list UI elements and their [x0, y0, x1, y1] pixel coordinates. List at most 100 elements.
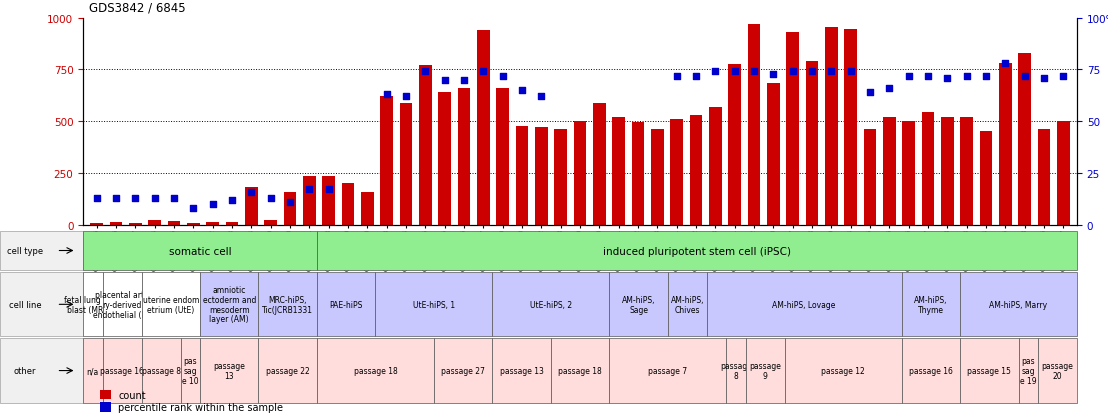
Text: passage
8: passage 8: [720, 361, 752, 380]
FancyBboxPatch shape: [317, 273, 376, 337]
FancyBboxPatch shape: [103, 339, 142, 403]
Point: [533, 94, 551, 100]
Text: amniotic
ectoderm and
mesoderm
layer (AM): amniotic ectoderm and mesoderm layer (AM…: [203, 285, 256, 324]
Point: [938, 75, 956, 82]
Bar: [864, 130, 876, 225]
FancyBboxPatch shape: [258, 339, 317, 403]
Text: PAE-hiPS: PAE-hiPS: [329, 300, 363, 309]
Bar: [554, 130, 567, 225]
Point: [765, 71, 782, 78]
Bar: [787, 33, 799, 225]
Text: UtE-hiPS, 1: UtE-hiPS, 1: [413, 300, 455, 309]
Text: cell type: cell type: [7, 247, 43, 255]
Text: somatic cell: somatic cell: [168, 246, 232, 256]
Point: [803, 69, 821, 76]
Bar: [167, 221, 181, 225]
FancyBboxPatch shape: [902, 339, 960, 403]
Point: [378, 92, 396, 98]
Bar: [245, 188, 257, 225]
Bar: [129, 223, 142, 225]
FancyBboxPatch shape: [83, 273, 103, 337]
FancyBboxPatch shape: [376, 273, 492, 337]
Point: [204, 201, 222, 208]
Bar: [825, 28, 838, 225]
Text: passage 18: passage 18: [353, 366, 398, 375]
Point: [281, 199, 299, 206]
FancyBboxPatch shape: [434, 339, 492, 403]
Bar: [883, 118, 895, 225]
FancyBboxPatch shape: [83, 231, 317, 271]
Text: passage 13: passage 13: [500, 366, 544, 375]
Point: [320, 187, 338, 193]
Bar: [110, 222, 122, 225]
Point: [513, 88, 531, 94]
Point: [822, 69, 840, 76]
Bar: [226, 223, 238, 225]
Text: passage 15: passage 15: [967, 366, 1012, 375]
Bar: [748, 25, 760, 225]
Text: pas
sag
e 10: pas sag e 10: [182, 356, 198, 385]
FancyBboxPatch shape: [258, 273, 317, 337]
Point: [223, 197, 240, 204]
Bar: [690, 116, 702, 225]
Bar: [341, 184, 355, 225]
Bar: [613, 118, 625, 225]
Bar: [148, 221, 161, 225]
Bar: [380, 97, 393, 225]
Bar: [439, 93, 451, 225]
Text: passage 7: passage 7: [648, 366, 687, 375]
Point: [746, 69, 763, 76]
Bar: [458, 89, 470, 225]
Text: passage 22: passage 22: [266, 366, 309, 375]
FancyBboxPatch shape: [609, 273, 668, 337]
Text: n/a: n/a: [86, 366, 99, 375]
Point: [900, 73, 917, 80]
Bar: [1038, 130, 1050, 225]
Text: cell line: cell line: [9, 300, 41, 309]
Point: [1016, 73, 1034, 80]
Text: passage 16: passage 16: [100, 366, 144, 375]
Point: [687, 73, 705, 80]
Bar: [361, 192, 373, 225]
Bar: [806, 62, 819, 225]
FancyBboxPatch shape: [746, 339, 784, 403]
Text: AM-hiPS, Marry: AM-hiPS, Marry: [989, 300, 1047, 309]
FancyBboxPatch shape: [492, 273, 609, 337]
Bar: [728, 65, 741, 225]
Text: passage
13: passage 13: [214, 361, 245, 380]
Bar: [100, 402, 111, 412]
Bar: [515, 127, 529, 225]
Text: passage 27: passage 27: [441, 366, 485, 375]
FancyBboxPatch shape: [707, 273, 902, 337]
FancyBboxPatch shape: [668, 273, 707, 337]
Point: [996, 61, 1014, 67]
Point: [243, 189, 260, 195]
Text: passage 12: passage 12: [821, 366, 865, 375]
Text: AM-hiPS,
Chives: AM-hiPS, Chives: [670, 295, 704, 314]
Bar: [767, 83, 780, 225]
Bar: [284, 192, 296, 225]
Text: passage
9: passage 9: [749, 361, 781, 380]
Text: percentile rank within the sample: percentile rank within the sample: [117, 402, 283, 412]
Point: [165, 195, 183, 202]
Text: uterine endom
etrium (UtE): uterine endom etrium (UtE): [143, 295, 199, 314]
Bar: [999, 64, 1012, 225]
FancyBboxPatch shape: [492, 339, 551, 403]
Text: passage 18: passage 18: [558, 366, 602, 375]
FancyBboxPatch shape: [784, 339, 902, 403]
Bar: [652, 130, 664, 225]
Point: [88, 195, 105, 202]
Point: [783, 69, 801, 76]
Bar: [922, 113, 934, 225]
FancyBboxPatch shape: [142, 273, 201, 337]
Point: [435, 77, 453, 84]
Bar: [187, 223, 199, 225]
Text: AM-hiPS,
Sage: AM-hiPS, Sage: [622, 295, 655, 314]
Text: induced pluripotent stem cell (iPSC): induced pluripotent stem cell (iPSC): [603, 246, 791, 256]
Bar: [574, 122, 586, 225]
Point: [261, 195, 279, 202]
Bar: [478, 31, 490, 225]
Text: count: count: [117, 390, 145, 400]
FancyBboxPatch shape: [960, 273, 1077, 337]
Bar: [400, 103, 412, 225]
